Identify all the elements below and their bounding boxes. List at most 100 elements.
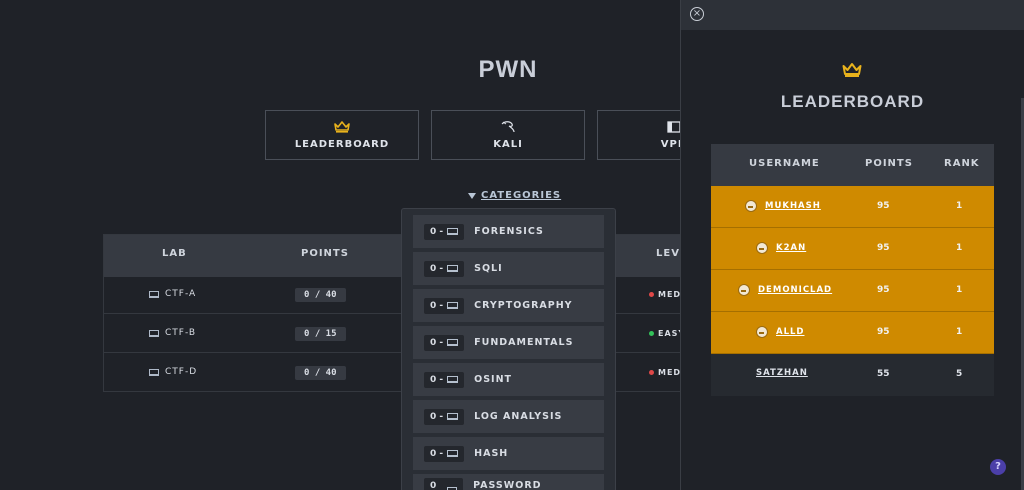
level-dot-icon	[649, 331, 654, 336]
category-item-forensics[interactable]: 0 - FORENSICS	[413, 215, 604, 248]
category-count: 0 -	[430, 374, 444, 385]
close-icon[interactable]: ×	[690, 7, 704, 21]
filter-icon	[468, 192, 476, 199]
leaderboard-row: K2AN 95 1	[711, 228, 994, 270]
leaderboard-rank: 1	[956, 327, 963, 337]
lab-points-badge: 0 / 40	[295, 366, 346, 380]
laptop-icon	[447, 302, 459, 309]
rank-column-header: RANK	[944, 158, 980, 169]
lab-name: CTF-A	[165, 289, 197, 299]
category-name: PASSWORD CRACKING	[473, 479, 542, 490]
leaderboard-rank: 5	[956, 369, 963, 379]
lab-level: EASY	[658, 329, 686, 338]
category-name: LOG ANALYSIS	[474, 411, 563, 422]
avatar	[756, 242, 768, 254]
category-item-sqli[interactable]: 0 - SQLI	[413, 252, 604, 285]
crown-icon	[334, 120, 350, 133]
username-column-header: USERNAME	[749, 158, 820, 169]
laptop-icon	[446, 487, 458, 490]
category-item-hash[interactable]: 0 - HASH	[413, 437, 604, 470]
laptop-icon	[447, 376, 459, 383]
leaderboard-user-link[interactable]: MUKHASH	[745, 200, 821, 212]
points-column-header: POINTS	[865, 158, 913, 169]
leaderboard-user-link[interactable]: SATZHAN	[756, 368, 808, 378]
leaderboard-user-link[interactable]: DEMONICLAD	[738, 284, 832, 296]
lab-level: MEDIUM	[658, 368, 702, 377]
leaderboard-rank: 1	[956, 243, 963, 253]
categories-filter[interactable]: CATEGORIES	[468, 190, 561, 201]
laptop-icon	[149, 329, 159, 337]
leaderboard-user-link[interactable]: ALLD	[756, 326, 804, 338]
leaderboard-nav-button[interactable]: LEADERBOARD	[265, 110, 419, 160]
leaderboard-username: SATZHAN	[756, 368, 808, 378]
level-dot-icon	[649, 292, 654, 297]
leaderboard-title: LEADERBOARD	[780, 92, 925, 111]
help-button[interactable]: ?	[990, 459, 1006, 475]
leaderboard-rank: 1	[956, 201, 963, 211]
laptop-icon	[447, 450, 459, 457]
category-count: 0 -	[430, 337, 444, 348]
level-dot-icon	[649, 370, 654, 375]
avatar	[745, 200, 757, 212]
lab-name: CTF-D	[165, 367, 198, 377]
leaderboard-points: 55	[877, 369, 890, 379]
panel-scrollbar[interactable]	[1021, 98, 1024, 490]
leaderboard-username: DEMONICLAD	[758, 285, 833, 295]
leaderboard-panel: × LEADERBOARD USERNAME POINTS RANK MUKHA…	[680, 0, 1024, 490]
category-name: OSINT	[474, 374, 513, 385]
laptop-icon	[149, 290, 159, 298]
category-name: FUNDAMENTALS	[474, 337, 574, 348]
avatar	[738, 284, 750, 296]
category-count: 0 -	[430, 226, 444, 237]
laptop-icon	[447, 265, 459, 272]
points-column-header: POINTS	[301, 248, 349, 259]
leaderboard-user-link[interactable]: K2AN	[756, 242, 806, 254]
categories-label: CATEGORIES	[481, 190, 562, 201]
category-name: CRYPTOGRAPHY	[474, 300, 573, 311]
category-item-osint[interactable]: 0 - OSINT	[413, 363, 604, 396]
leaderboard-points: 95	[877, 327, 890, 337]
lab-points-badge: 0 / 15	[295, 327, 346, 341]
vpn-nav-label: VPN	[660, 138, 688, 150]
leaderboard-table-header: USERNAME POINTS RANK	[711, 144, 994, 186]
kali-nav-label: KALI	[493, 139, 523, 150]
category-count: 0 -	[430, 263, 444, 274]
leaderboard-nav-label: LEADERBOARD	[294, 138, 390, 150]
crown-icon	[842, 63, 862, 77]
page-title: PWN	[478, 56, 538, 83]
category-item-password-cracking[interactable]: 0 - PASSWORD CRACKING	[413, 474, 604, 490]
category-name: FORENSICS	[474, 226, 544, 237]
leaderboard-rank: 1	[956, 285, 963, 295]
table-row[interactable]: CTF-B 0 / 15 EASY	[103, 315, 693, 353]
leaderboard-username: ALLD	[776, 327, 805, 337]
category-count: 0 -	[430, 411, 444, 422]
leaderboard-row: ALLD 95 1	[711, 312, 994, 354]
table-row[interactable]: CTF-A 0 / 40 MEDIUM	[103, 276, 701, 314]
categories-dropdown: 0 - FORENSICS 0 - SQLI 0 - CRYPTOGRAPHY 0 -…	[401, 208, 616, 490]
leaderboard-row: MUKHASH 95 1	[711, 186, 994, 228]
category-item-fundamentals[interactable]: 0 - FUNDAMENTALS	[413, 326, 604, 359]
kali-dragon-icon	[501, 121, 515, 133]
laptop-icon	[447, 228, 459, 235]
lab-column-header: LAB	[162, 248, 187, 259]
category-name: SQLI	[474, 263, 503, 274]
laptop-icon	[447, 339, 459, 346]
category-item-log-analysis[interactable]: 0 - LOG ANALYSIS	[413, 400, 604, 433]
panel-topbar: ×	[681, 0, 1024, 30]
laptop-icon	[447, 413, 459, 420]
lab-level: MEDIUM	[658, 290, 702, 299]
leaderboard-points: 95	[877, 285, 890, 295]
avatar	[756, 326, 768, 338]
leaderboard-points: 95	[877, 201, 890, 211]
category-name: HASH	[474, 448, 509, 459]
level-column-header: LEVEL	[656, 248, 696, 259]
leaderboard-table: USERNAME POINTS RANK MUKHASH 95 1 K2AN 9…	[711, 144, 994, 396]
category-item-cryptography[interactable]: 0 - CRYPTOGRAPHY	[413, 289, 604, 322]
leaderboard-username: MUKHASH	[765, 201, 821, 211]
lab-points-badge: 0 / 40	[295, 288, 346, 302]
vpn-icon	[667, 120, 681, 133]
leaderboard-username: K2AN	[776, 243, 807, 253]
table-row[interactable]: CTF-D 0 / 40 MEDIUM	[103, 354, 701, 392]
kali-nav-button[interactable]: KALI	[431, 110, 585, 160]
lab-name: CTF-B	[165, 328, 197, 338]
